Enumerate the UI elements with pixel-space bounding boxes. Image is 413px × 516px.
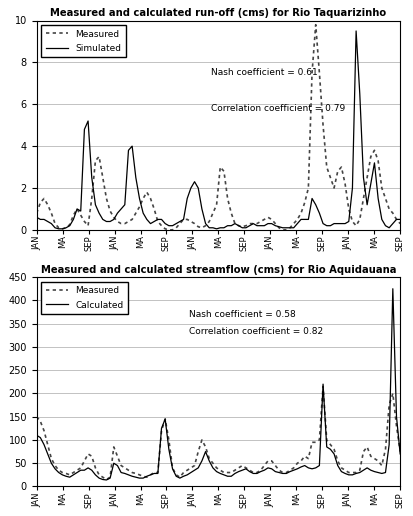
Measured — [387, 402, 392, 408]
Calculated — [398, 451, 403, 457]
Text: Nash coefficient = 0.61: Nash coefficient = 0.61 — [211, 68, 318, 77]
Measured — [398, 220, 403, 227]
Simulated — [34, 214, 39, 220]
Measured — [254, 220, 259, 227]
Measured — [34, 210, 39, 216]
Calculated — [372, 469, 377, 475]
Title: Measured and calculated run-off (cms) for Rio Taquarizinho: Measured and calculated run-off (cms) fo… — [50, 8, 387, 19]
Calculated — [34, 432, 39, 439]
Text: Correlation coefficient = 0.79: Correlation coefficient = 0.79 — [211, 104, 345, 113]
Measured — [398, 448, 403, 455]
Measured — [108, 474, 113, 480]
Measured — [376, 158, 381, 164]
Measured — [119, 220, 123, 227]
Measured — [104, 196, 109, 202]
Simulated — [122, 202, 127, 208]
Measured — [313, 22, 318, 28]
Text: Nash coefficient = 0.58: Nash coefficient = 0.58 — [189, 310, 296, 319]
Simulated — [387, 224, 392, 231]
Legend: Measured, Calculated: Measured, Calculated — [41, 282, 128, 314]
Line: Calculated: Calculated — [37, 289, 400, 480]
Measured — [387, 206, 392, 212]
Measured — [166, 227, 171, 233]
Calculated — [122, 471, 127, 477]
Line: Measured: Measured — [37, 386, 400, 479]
Line: Simulated: Simulated — [37, 31, 400, 229]
Measured — [34, 414, 39, 420]
Title: Measured and calculated streamflow (cms) for Rio Aquidauana: Measured and calculated streamflow (cms)… — [40, 265, 396, 275]
Calculated — [104, 477, 109, 483]
Calculated — [108, 475, 113, 481]
Text: Correlation coefficient = 0.82: Correlation coefficient = 0.82 — [189, 327, 323, 336]
Measured — [320, 383, 325, 390]
Simulated — [354, 28, 358, 34]
Legend: Measured, Simulated: Measured, Simulated — [41, 25, 126, 57]
Calculated — [225, 473, 230, 479]
Calculated — [254, 471, 259, 477]
Simulated — [254, 222, 259, 229]
Measured — [225, 470, 230, 476]
Measured — [254, 470, 259, 476]
Measured — [122, 465, 127, 471]
Simulated — [398, 216, 403, 222]
Line: Measured: Measured — [37, 25, 400, 230]
Measured — [104, 476, 109, 482]
Simulated — [108, 218, 113, 224]
Calculated — [383, 470, 388, 476]
Measured — [376, 458, 381, 464]
Simulated — [225, 222, 230, 229]
Calculated — [390, 286, 395, 292]
Simulated — [56, 225, 61, 232]
Simulated — [376, 196, 381, 202]
Measured — [225, 196, 230, 202]
